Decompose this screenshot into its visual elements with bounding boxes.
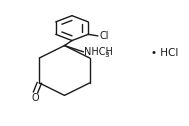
Text: O: O bbox=[32, 92, 39, 103]
Text: 3: 3 bbox=[104, 52, 109, 58]
Text: NHCH: NHCH bbox=[84, 47, 113, 57]
Text: • HCl: • HCl bbox=[151, 48, 178, 58]
Text: Cl: Cl bbox=[99, 31, 109, 41]
